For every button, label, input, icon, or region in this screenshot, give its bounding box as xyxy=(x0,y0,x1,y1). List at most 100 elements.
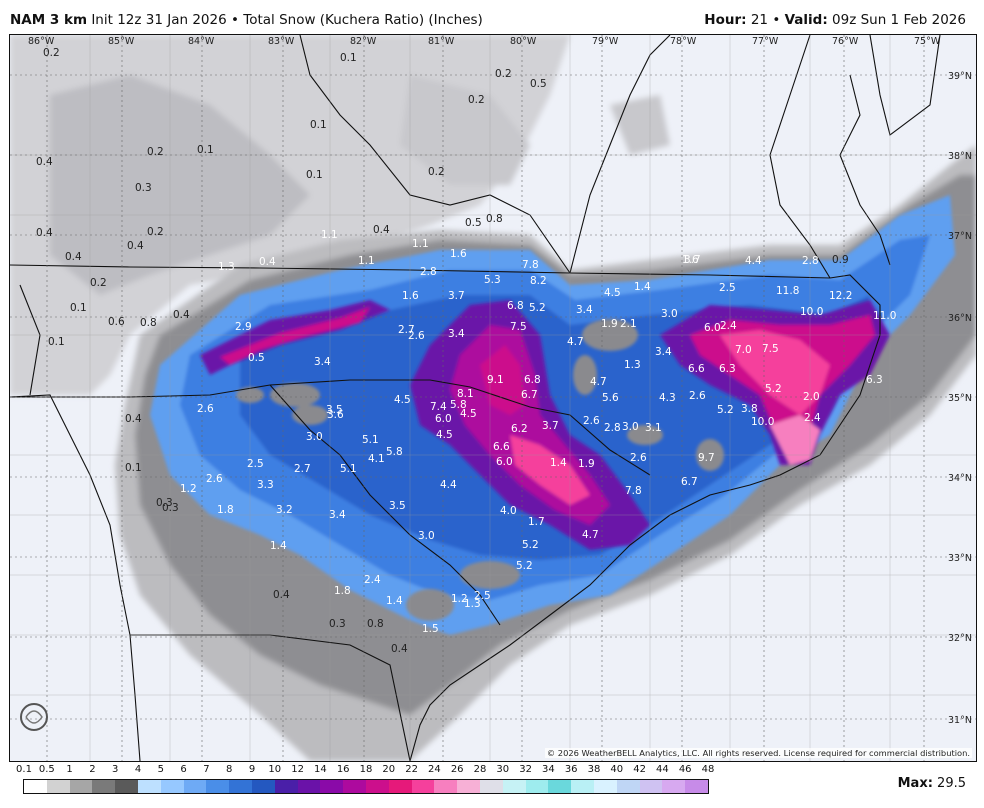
snow-total-label: 1.9 xyxy=(578,458,595,470)
snow-total-label: 6.3 xyxy=(719,363,736,375)
weatherbell-logo xyxy=(20,703,48,731)
snow-total-label: 3.8 xyxy=(741,403,758,415)
colorbar-swatch xyxy=(229,780,252,793)
colorbar-tick-label: 0.5 xyxy=(38,764,55,775)
snow-total-label: 2.0 xyxy=(803,391,820,403)
colorbar-swatch xyxy=(593,780,617,793)
snow-total-label: 5.3 xyxy=(484,274,501,286)
colorbar-tick-label: 18 xyxy=(359,764,373,775)
colorbar-tick-label: 36 xyxy=(564,764,578,775)
snow-total-label: 6.3 xyxy=(866,374,883,386)
snow-total-label: 0.8 xyxy=(486,213,503,225)
snow-total-label: 2.4 xyxy=(804,412,821,424)
colorbar-swatch xyxy=(183,780,207,793)
colorbar-tick-label: 22 xyxy=(405,764,418,775)
map-canvas: 86°W 85°W 84°W 83°W 82°W 81°W 80°W 79°W … xyxy=(10,35,976,761)
snow-total-label: 1.1 xyxy=(321,229,338,241)
snow-total-label: 0.1 xyxy=(310,119,327,131)
colorbar-swatch xyxy=(502,780,526,793)
snow-total-label: 0.1 xyxy=(70,302,87,314)
field-name: Total Snow (Kuchera Ratio) (Inches) xyxy=(243,12,483,28)
snow-total-label: 2.7 xyxy=(294,463,311,475)
colorbar-tick-label: 12 xyxy=(291,764,304,775)
snow-total-label: 0.2 xyxy=(147,226,164,238)
init-time: Init 12z 31 Jan 2026 xyxy=(91,12,227,28)
snow-total-label: 3.7 xyxy=(448,290,465,302)
colorbar-tick-label: 28 xyxy=(473,764,487,775)
lon-label: 77°W xyxy=(752,36,779,47)
snow-total-label: 4.5 xyxy=(604,287,621,299)
snow-total-label: 10.0 xyxy=(800,306,823,318)
snow-total-label: 8.2 xyxy=(530,275,547,287)
snow-total-label: 3.4 xyxy=(448,328,465,340)
snow-total-label: 6.6 xyxy=(493,441,510,453)
snow-total-label: 3.0 xyxy=(622,421,639,433)
snow-total-label: 0.5 xyxy=(248,352,265,364)
colorbar-tick-label: 40 xyxy=(610,764,624,775)
colorbar-swatch xyxy=(297,780,321,793)
lat-label: 36°N xyxy=(948,313,972,324)
snow-total-label: 12.2 xyxy=(829,290,852,302)
colorbar-swatch xyxy=(46,780,70,793)
snow-total-label: 0.6 xyxy=(108,316,125,328)
snow-total-label: 1.4 xyxy=(634,281,651,293)
snow-total-label: 4.5 xyxy=(436,429,453,441)
lat-label: 32°N xyxy=(948,633,972,644)
colorbar-swatch xyxy=(479,780,503,793)
lat-label: 39°N xyxy=(948,71,972,82)
lat-lon-grid xyxy=(10,35,976,761)
snow-total-label: 0.8 xyxy=(367,618,384,630)
colorbar-swatch xyxy=(571,780,594,793)
snow-total-label: 1.8 xyxy=(217,504,234,516)
colorbar-tick-label: 5 xyxy=(157,764,164,775)
snow-total-label: 2.6 xyxy=(197,403,214,415)
colorbar-swatch xyxy=(457,780,480,793)
snow-total-label: 2.8 xyxy=(802,255,819,267)
snow-total-label: 5.8 xyxy=(450,399,467,411)
snow-total-label: 0.2 xyxy=(468,94,485,106)
lon-label: 82°W xyxy=(350,36,377,47)
snow-total-label: 2.7 xyxy=(398,324,415,336)
snow-total-label: 11.8 xyxy=(776,285,799,297)
snow-total-label: 2.6 xyxy=(583,415,600,427)
colorbar-tick-label: 16 xyxy=(336,764,350,775)
snow-total-label: 1.4 xyxy=(550,457,567,469)
snow-total-label: 8.1 xyxy=(457,388,474,400)
colorbar-tick-label: 32 xyxy=(519,764,532,775)
snow-total-label: 0.3 xyxy=(329,618,346,630)
colorbar-swatch xyxy=(548,780,572,793)
snow-total-label: 3.0 xyxy=(661,308,678,320)
snow-total-label: 5.1 xyxy=(340,463,357,475)
snow-total-label: 3.7 xyxy=(684,254,701,266)
snow-total-label: 2.6 xyxy=(630,452,647,464)
snow-total-label: 1.3 xyxy=(624,359,641,371)
snow-total-label: 1.9 xyxy=(601,318,618,330)
colorbar-swatch xyxy=(320,780,344,793)
snow-total-label: 1.1 xyxy=(412,238,429,250)
colorbar-swatch xyxy=(639,780,663,793)
colorbar-tick-label: 6 xyxy=(180,764,187,775)
lat-label: 37°N xyxy=(948,231,972,242)
snow-total-label: 5.1 xyxy=(362,434,379,446)
county-lines xyxy=(10,35,976,761)
colorbar-swatch xyxy=(274,780,298,793)
valid-time-info: Hour: 21 • Valid: 09z Sun 1 Feb 2026 xyxy=(704,12,966,28)
snow-total-label: 0.1 xyxy=(340,52,357,64)
lon-label: 80°W xyxy=(510,36,537,47)
snow-total-label: 5.8 xyxy=(386,446,403,458)
valid-value: 09z Sun 1 Feb 2026 xyxy=(832,12,966,28)
lat-label: 33°N xyxy=(948,553,972,564)
copyright-notice: © 2026 WeatherBELL Analytics, LLC. All r… xyxy=(544,748,972,758)
snow-total-label: 0.1 xyxy=(125,462,142,474)
colorbar-swatch xyxy=(251,780,275,793)
snow-total-label: 2.4 xyxy=(720,320,737,332)
colorbar-swatch xyxy=(206,780,230,793)
colorbar-swatch xyxy=(662,780,686,793)
snow-total-label: 4.0 xyxy=(500,505,517,517)
colorbar-swatch xyxy=(525,780,549,793)
colorbar-tick-label: 38 xyxy=(587,764,601,775)
snow-total-label: 3.4 xyxy=(576,304,593,316)
snow-total-label: 1.7 xyxy=(528,516,545,528)
snow-total-label: 0.3 xyxy=(156,497,173,509)
colorbar-swatch xyxy=(434,780,458,793)
